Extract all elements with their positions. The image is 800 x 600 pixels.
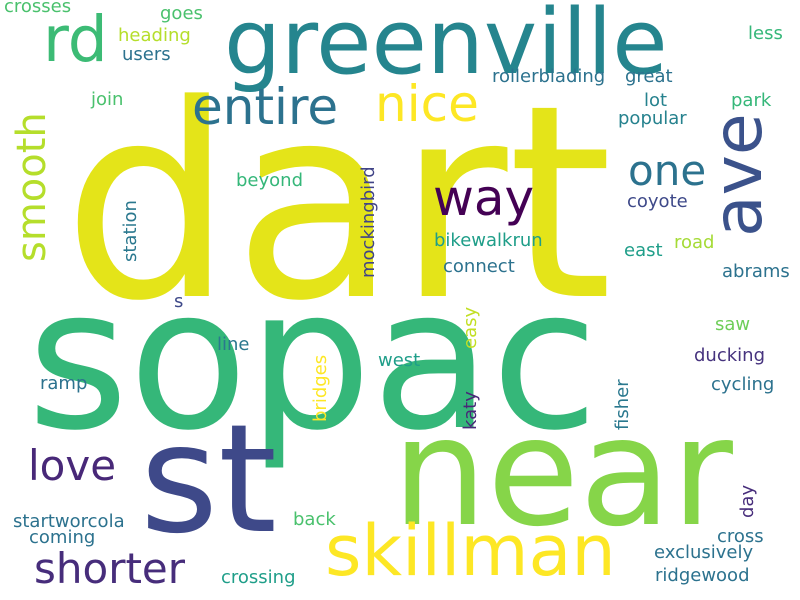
word-rd: rd (43, 3, 108, 76)
word-dart: dart (63, 48, 613, 360)
word-way: way (433, 169, 535, 227)
word-coyote: coyote (627, 191, 688, 212)
word-greenville: greenville (224, 0, 668, 95)
word-easy: easy (460, 306, 481, 349)
word-bikewalkrun: bikewalkrun (434, 230, 543, 251)
word-startworcola: startworcola (13, 511, 125, 532)
word-line: line (217, 334, 250, 355)
word-abrams: abrams (722, 261, 790, 282)
word-back: back (293, 509, 336, 530)
word-nice: nice (375, 75, 479, 133)
word-road: road (674, 232, 715, 253)
word-smooth: smooth (9, 112, 55, 262)
word-park: park (731, 90, 772, 111)
word-great: great (625, 66, 673, 87)
word-crosses: crosses (4, 0, 72, 17)
word-cross: cross (717, 526, 764, 547)
word-entire: entire (192, 78, 339, 136)
word-cycling: cycling (711, 374, 775, 395)
word-join: join (91, 89, 124, 110)
word-saw: saw (715, 314, 751, 335)
word-ridgewood: ridgewood (655, 565, 750, 586)
word-less: less (748, 23, 783, 44)
word-day: day (737, 484, 758, 518)
word-popular: popular (618, 108, 687, 129)
word-ducking: ducking (694, 345, 765, 366)
word-users: users (122, 44, 171, 65)
word-ave: ave (699, 113, 778, 237)
word-connect: connect (443, 256, 515, 277)
word-one: one (628, 146, 707, 195)
word-love: love (28, 441, 117, 490)
word-bridges: bridges (310, 354, 331, 422)
word-katy: katy (460, 391, 481, 430)
word-skillman: skillman (325, 510, 616, 592)
word-coming: coming (29, 527, 96, 548)
word-fisher: fisher (612, 379, 633, 430)
word-crossing: crossing (221, 567, 296, 588)
word-s: s (174, 291, 184, 312)
word-shorter: shorter (34, 544, 186, 593)
word-west: west (378, 350, 421, 371)
word-rollerblading: rollerblading (492, 66, 606, 87)
word-exclusively: exclusively (654, 542, 754, 563)
word-goes: goes (160, 3, 203, 24)
word-near: near (392, 386, 733, 560)
word-heading: heading (118, 25, 191, 46)
word-st: st (140, 393, 277, 567)
word-east: east (624, 240, 663, 261)
word-station: station (120, 200, 141, 262)
word-ramp: ramp (40, 373, 88, 394)
word-beyond: beyond (236, 170, 303, 191)
word-sopac: sopac (27, 246, 599, 473)
word-mockingbird: mockingbird (358, 166, 379, 278)
word-lot: lot (644, 90, 668, 111)
